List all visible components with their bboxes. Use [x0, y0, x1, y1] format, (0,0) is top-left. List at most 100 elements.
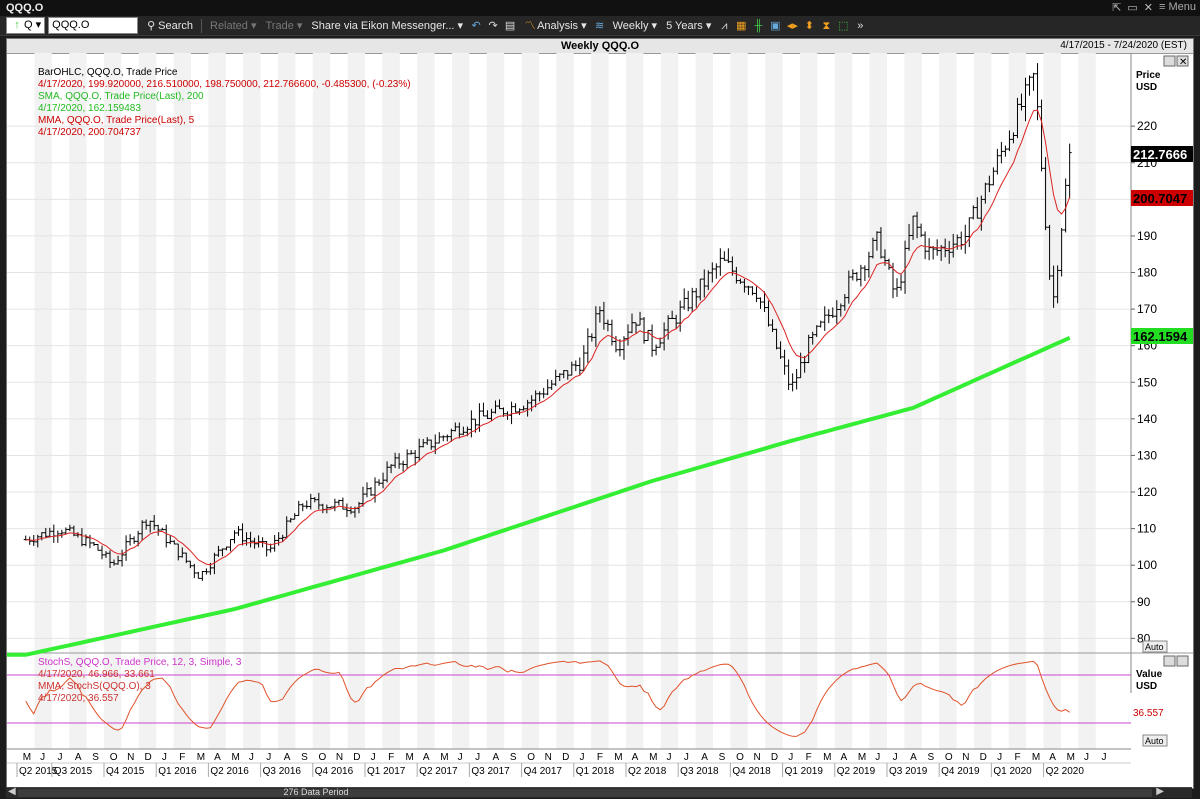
- pan-horizontal-icon[interactable]: ◂▸: [786, 19, 798, 32]
- stoch-legend-2: 4/17/2020, 46.966, 33.661: [38, 669, 155, 680]
- month-label: A: [1049, 752, 1056, 763]
- more-icon[interactable]: »: [857, 19, 864, 32]
- pan-vertical-icon[interactable]: ⬍: [804, 19, 814, 32]
- range-select[interactable]: 5 Years ▾: [666, 19, 712, 32]
- date-range: 4/17/2015 - 7/24/2020 (EST): [1060, 40, 1187, 51]
- month-label: D: [353, 752, 360, 763]
- month-label: A: [423, 752, 430, 763]
- share-button[interactable]: Share via Eikon Messenger... ▾: [311, 19, 464, 32]
- month-label: J: [997, 752, 1002, 763]
- month-label: J: [162, 752, 167, 763]
- chart-canvas[interactable]: BarOHLC, QQQ.O, Trade Price 4/17/2020, 1…: [7, 53, 1193, 788]
- month-label: M: [1032, 752, 1040, 763]
- quarter-label: Q2 2018: [628, 766, 667, 777]
- month-label: N: [753, 752, 760, 763]
- minimize-icon[interactable]: ▭: [1127, 2, 1138, 14]
- interval-label: Weekly: [612, 19, 649, 32]
- stoch-restore-icon[interactable]: [1163, 655, 1176, 667]
- price-tick-label: 170: [1137, 302, 1157, 316]
- month-label: N: [962, 752, 969, 763]
- month-label: O: [318, 752, 326, 763]
- close-icon[interactable]: ✕: [1143, 2, 1153, 14]
- trade-button[interactable]: Trade ▾: [265, 19, 303, 32]
- month-label: M: [614, 752, 622, 763]
- value-axis-title: Value: [1136, 669, 1163, 680]
- month-label: O: [110, 752, 118, 763]
- month-label: M: [23, 752, 31, 763]
- select-icon[interactable]: ⬚: [838, 19, 849, 32]
- month-label: M: [858, 752, 866, 763]
- chart-type-icon[interactable]: ▦: [736, 19, 747, 32]
- ric-input[interactable]: QQQ.O: [48, 17, 139, 34]
- month-band: [1008, 53, 1027, 749]
- month-band: [834, 53, 853, 749]
- month-label: S: [92, 752, 99, 763]
- search-button[interactable]: ⚲ Search: [141, 18, 196, 34]
- interval-select[interactable]: Weekly ▾: [612, 19, 658, 32]
- month-label: J: [57, 752, 62, 763]
- related-button[interactable]: Related ▾: [210, 19, 257, 32]
- stoch-tag: 36.557: [1133, 708, 1164, 719]
- month-label: J: [666, 752, 671, 763]
- month-label: D: [771, 752, 778, 763]
- month-band: [904, 53, 922, 749]
- month-label: A: [284, 752, 291, 763]
- quarter-label: Q1 2020: [993, 766, 1032, 777]
- redo-icon[interactable]: ↷: [488, 19, 498, 32]
- price-pane-controls[interactable]: ✕: [1163, 55, 1189, 68]
- quarter-label: Q2 2016: [210, 766, 249, 777]
- fit-icon[interactable]: ⧗: [822, 19, 831, 32]
- ric-selector[interactable]: ↑ Q ▾: [6, 17, 46, 34]
- month-label: J: [40, 752, 45, 763]
- stoch-legend-4: 4/17/2020, 36.557: [38, 693, 119, 704]
- month-band: [1078, 53, 1096, 749]
- zoom-box-icon[interactable]: ▣: [770, 19, 781, 32]
- folder-icon[interactable]: ▤: [504, 19, 516, 32]
- trade-label: Trade: [265, 19, 294, 32]
- pin-icon[interactable]: ⇱: [1112, 2, 1122, 14]
- month-label: M: [440, 752, 448, 763]
- month-label: M: [1067, 752, 1075, 763]
- month-bands: [34, 53, 1096, 749]
- month-label: A: [632, 752, 639, 763]
- indicator-icon[interactable]: ≋: [595, 19, 605, 32]
- quarter-label: Q2 2017: [419, 766, 458, 777]
- month-label: A: [840, 752, 847, 763]
- auto-button-stoch[interactable]: [1142, 734, 1168, 747]
- crosshair-icon[interactable]: ╫: [754, 19, 763, 32]
- auto-button-price[interactable]: [1142, 640, 1168, 653]
- quarter-label: Q1 2019: [785, 766, 824, 777]
- month-band: [695, 53, 713, 749]
- month-band: [277, 53, 296, 749]
- chart-header: Weekly QQQ.O 4/17/2015 - 7/24/2020 (EST): [7, 39, 1193, 54]
- toolbar-divider: [201, 18, 202, 33]
- pane-restore-icon[interactable]: [1163, 55, 1176, 67]
- stoch-close-icon[interactable]: [1176, 655, 1189, 667]
- price-axis-title: Price: [1136, 70, 1161, 81]
- price-tick-label: 110: [1137, 522, 1156, 536]
- month-label: M: [231, 752, 239, 763]
- scrollbar-thumb[interactable]: [18, 789, 1152, 797]
- legend-line-6: 4/17/2020, 200.704737: [38, 127, 141, 138]
- mma-line: [25, 109, 1071, 566]
- ohlc-bars: [23, 63, 1072, 582]
- time-scrollbar[interactable]: ◀ 276 Data Period ▶: [6, 786, 1192, 798]
- month-label: J: [371, 752, 376, 763]
- month-label: N: [545, 752, 552, 763]
- scroll-left-icon[interactable]: ◀: [8, 786, 16, 797]
- month-label: J: [875, 752, 880, 763]
- month-label: D: [144, 752, 151, 763]
- quarter-label: Q2 2015: [19, 766, 58, 777]
- scroll-right-icon[interactable]: ▶: [1156, 786, 1164, 797]
- quarter-label: Q3 2017: [471, 766, 510, 777]
- undo-icon[interactable]: ↶: [471, 19, 481, 32]
- month-label: S: [719, 752, 726, 763]
- menu-button[interactable]: ≡ Menu: [1158, 1, 1196, 13]
- related-label: Related: [210, 19, 248, 32]
- month-label: J: [475, 752, 480, 763]
- price-legend: BarOHLC, QQQ.O, Trade Price 4/17/2020, 1…: [38, 67, 411, 138]
- toolbar: ↑ Q ▾ QQQ.O ⚲ Search Related ▾ Trade ▾ Sha…: [0, 16, 1200, 36]
- analysis-button[interactable]: 〽 Analysis ▾: [524, 19, 587, 32]
- pane-close-icon[interactable]: [1176, 55, 1189, 67]
- line-chart-icon[interactable]: ⩘: [721, 19, 728, 32]
